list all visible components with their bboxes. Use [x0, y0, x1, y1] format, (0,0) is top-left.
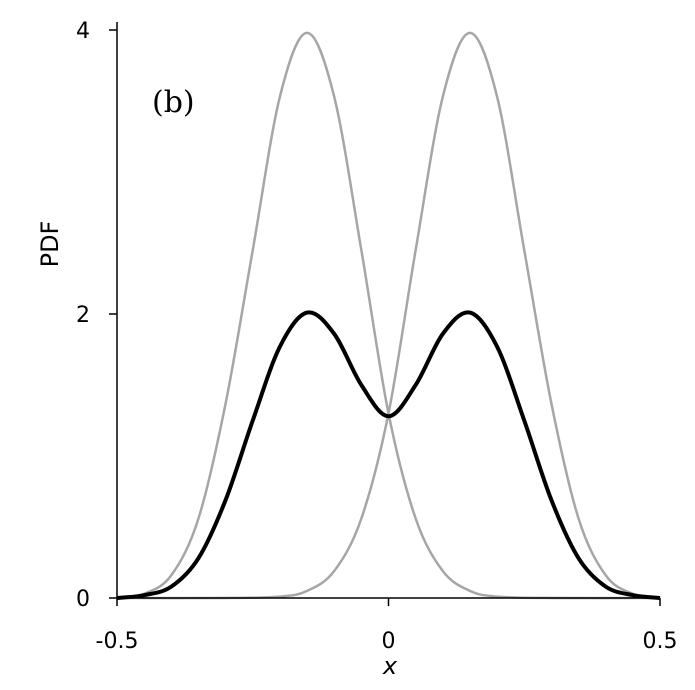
component-pdf-curve-1: [116, 31, 661, 600]
x-axis-label: x: [382, 652, 398, 680]
x-tick-label: -0.5: [96, 629, 139, 654]
mixture-pdf-curve: [116, 310, 661, 600]
x-tick-label: 0: [382, 629, 396, 654]
y-tick-label: 2: [76, 303, 90, 328]
y-tick-label: 4: [76, 19, 90, 44]
x-tick-label: 0.5: [643, 629, 678, 654]
component-pdf-curve-2: [116, 31, 661, 600]
y-axis-label: PDF: [36, 221, 64, 268]
series-layer: [116, 31, 661, 600]
y-tick-label: 0: [76, 587, 90, 612]
panel-label: (b): [152, 85, 195, 120]
